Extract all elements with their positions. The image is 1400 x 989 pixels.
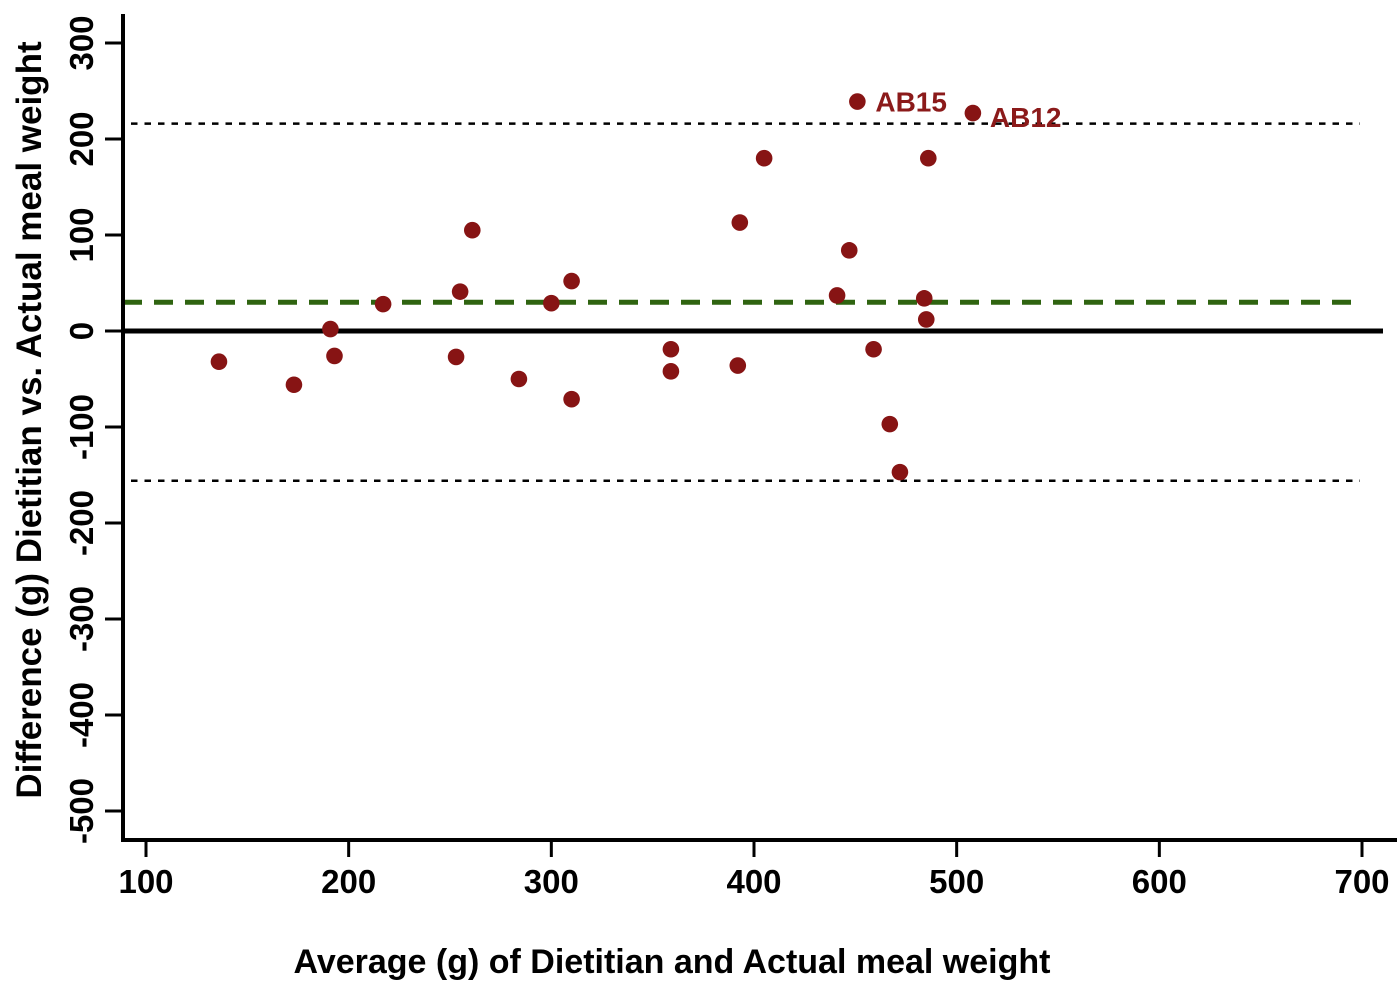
data-point (662, 363, 680, 380)
data-point (917, 311, 935, 328)
data-point (543, 294, 560, 312)
data-point (915, 290, 933, 307)
data-point (964, 104, 982, 122)
data-point (285, 376, 303, 394)
data-point (374, 295, 392, 313)
x-tick-label: 500 (929, 863, 984, 900)
y-axis-title: Difference (g) Dietitian vs. Actual meal… (10, 41, 49, 799)
y-tick-label: -200 (63, 490, 100, 556)
x-tick-label: 700 (1334, 863, 1389, 900)
data-point (919, 149, 937, 167)
x-tick-label: 600 (1132, 863, 1187, 900)
y-tick-label: -100 (63, 394, 100, 460)
x-tick-label: 300 (524, 863, 579, 900)
y-tick-label: -400 (63, 682, 100, 748)
y-tick-label: 100 (63, 207, 100, 262)
data-point (755, 149, 773, 167)
x-tick-label: 100 (118, 863, 173, 900)
y-tick-label: -300 (63, 586, 100, 652)
data-point (563, 272, 580, 290)
point-label: AB12 (990, 102, 1062, 133)
y-tick-label: -500 (63, 778, 100, 844)
data-point (510, 370, 528, 388)
y-tick-label: 0 (63, 322, 100, 340)
data-point (849, 93, 866, 110)
data-point (447, 348, 465, 366)
data-point (563, 390, 580, 408)
x-tick-label: 200 (321, 863, 376, 900)
x-axis-title: Average (g) of Dietitian and Actual meal… (293, 943, 1051, 981)
y-tick-label: 300 (63, 15, 100, 70)
data-point (891, 463, 909, 481)
data-point (865, 340, 882, 358)
data-point (840, 242, 858, 259)
data-point (881, 415, 899, 433)
data-point (463, 221, 481, 239)
y-tick-label: 200 (63, 111, 100, 166)
data-point (828, 287, 846, 304)
data-point (210, 353, 228, 371)
data-point (326, 347, 343, 365)
data-point (731, 214, 749, 231)
data-point (662, 340, 680, 358)
data-point (729, 357, 747, 374)
data-point (322, 320, 339, 338)
point-label: AB15 (875, 87, 947, 118)
x-tick-label: 400 (726, 863, 781, 900)
data-point (451, 283, 469, 300)
